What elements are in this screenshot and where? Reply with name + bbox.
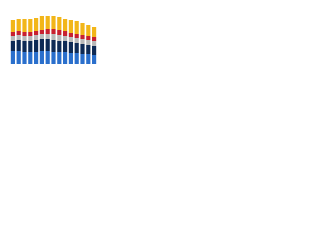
bar-segment — [86, 45, 91, 54]
bar-segment — [68, 20, 73, 33]
bar-segment — [28, 36, 33, 41]
bar-segment — [45, 51, 50, 64]
bar-segment — [68, 37, 73, 42]
bar-segment — [16, 31, 21, 35]
bar-segment — [63, 31, 68, 36]
bar-segment — [63, 19, 68, 31]
bar-segment — [51, 29, 56, 34]
bar-segment — [34, 35, 39, 40]
bar-segment — [74, 53, 79, 64]
bar-segment — [10, 41, 15, 51]
bar-segment — [34, 31, 39, 35]
bar-segment — [86, 54, 91, 64]
bar-segment — [28, 19, 33, 32]
bar-segment — [10, 32, 15, 36]
bar-segment — [22, 36, 27, 41]
bar-segment — [39, 51, 44, 64]
bar-segment — [22, 19, 27, 32]
bar-segment — [63, 41, 68, 52]
bar-segment — [22, 52, 27, 64]
bar-segment — [68, 53, 73, 64]
bar-segment — [39, 30, 44, 34]
bar-segment — [57, 30, 62, 35]
bar-segment — [39, 39, 44, 51]
bar-segment — [57, 35, 62, 41]
bar-segment — [80, 39, 85, 44]
bar-segment — [10, 20, 15, 32]
bar-segment — [80, 35, 85, 39]
bar-segment — [92, 37, 97, 41]
bar-segment — [34, 18, 39, 31]
bar-segment — [51, 40, 56, 52]
bar-segment — [57, 41, 62, 52]
bar-segment — [86, 36, 91, 40]
bar-segment — [68, 42, 73, 53]
bar-segment — [22, 41, 27, 52]
bar-segment — [45, 29, 50, 34]
bar-segment — [68, 33, 73, 37]
bar-segment — [74, 43, 79, 53]
bar-segment — [39, 34, 44, 39]
bar-segment — [16, 40, 21, 51]
bar-segment — [74, 21, 79, 34]
bar-segment — [86, 25, 91, 36]
bar-segment — [92, 46, 97, 55]
bar-segment — [28, 52, 33, 64]
bar-segment — [92, 27, 97, 37]
bar-segment — [80, 54, 85, 64]
bar-segment — [92, 41, 97, 46]
bar-segment — [86, 40, 91, 45]
bar-segment — [63, 36, 68, 41]
page: (() => { const data = JSON.parse(documen… — [0, 0, 320, 71]
bar-segment — [22, 32, 27, 36]
bar-segment — [10, 51, 15, 64]
bar-segment — [28, 32, 33, 36]
bar-segment — [51, 16, 56, 29]
bar-segment — [57, 52, 62, 64]
chart — [10, 16, 97, 64]
bar-segment — [92, 55, 97, 64]
bar-segment — [80, 44, 85, 54]
bar-segment — [51, 52, 56, 64]
bar-segment — [34, 52, 39, 64]
bar-segment — [45, 16, 50, 29]
bar-segment — [39, 16, 44, 30]
bar-segment — [45, 39, 50, 51]
bar-segment — [80, 23, 85, 35]
bar-segment — [57, 17, 62, 30]
bar-segment — [51, 34, 56, 40]
bar-segment — [16, 35, 21, 40]
bar-segment — [16, 19, 21, 31]
bar-segment — [28, 41, 33, 52]
bar-segment — [10, 36, 15, 41]
bar-segment — [74, 38, 79, 43]
bar-segment — [34, 40, 39, 52]
bar-segment — [74, 34, 79, 38]
bar-segment — [16, 51, 21, 64]
bar-segment — [45, 34, 50, 39]
bar-segment — [63, 52, 68, 64]
